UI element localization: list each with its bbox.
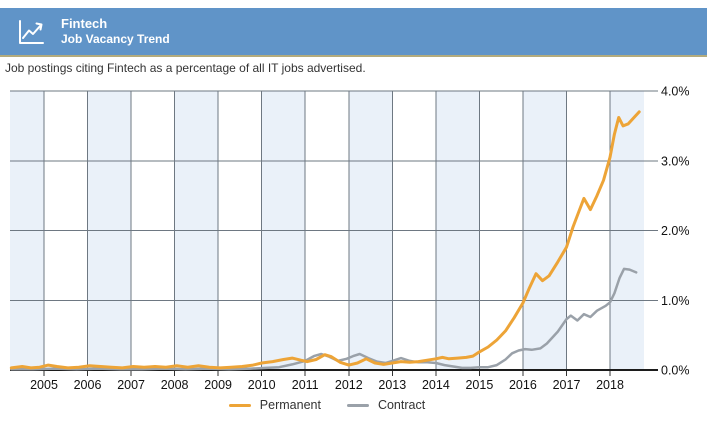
svg-text:4.0%: 4.0% xyxy=(661,85,690,99)
chart-legend: Permanent Contract xyxy=(10,398,644,412)
svg-text:2011: 2011 xyxy=(292,378,319,392)
svg-text:0.0%: 0.0% xyxy=(661,364,690,378)
svg-text:3.0%: 3.0% xyxy=(661,154,690,168)
svg-text:2016: 2016 xyxy=(509,378,537,392)
svg-text:2008: 2008 xyxy=(161,378,189,392)
legend-label-permanent: Permanent xyxy=(259,398,321,412)
legend-label-contract: Contract xyxy=(377,398,426,412)
report-title: Fintech xyxy=(61,15,108,31)
vacancy-trend-chart: 2005 2006 2007 2008 2009 2010 2011 2012 2013 2014… xyxy=(9,85,690,392)
svg-text:2018: 2018 xyxy=(596,378,624,392)
trend-chart-icon xyxy=(19,19,44,44)
svg-text:2009: 2009 xyxy=(204,378,232,392)
svg-text:2005: 2005 xyxy=(30,378,58,392)
svg-text:2014: 2014 xyxy=(422,378,450,392)
contract-line-swatch xyxy=(346,403,369,407)
svg-text:2015: 2015 xyxy=(465,378,493,392)
chart-description: Job postings citing Fintech as a percent… xyxy=(5,61,366,75)
svg-text:2012: 2012 xyxy=(335,378,363,392)
svg-text:2006: 2006 xyxy=(74,378,102,392)
svg-text:1.0%: 1.0% xyxy=(661,294,690,308)
svg-text:2.0%: 2.0% xyxy=(661,224,690,238)
svg-text:2007: 2007 xyxy=(117,378,145,392)
svg-text:2010: 2010 xyxy=(248,378,276,392)
report-titles: Fintech Job Vacancy Trend xyxy=(61,16,170,47)
permanent-line-swatch xyxy=(228,403,251,407)
svg-text:2017: 2017 xyxy=(553,378,581,392)
report-header: Fintech Job Vacancy Trend xyxy=(0,8,707,57)
report-subtitle: Job Vacancy Trend xyxy=(61,32,170,47)
svg-text:2013: 2013 xyxy=(378,378,406,392)
